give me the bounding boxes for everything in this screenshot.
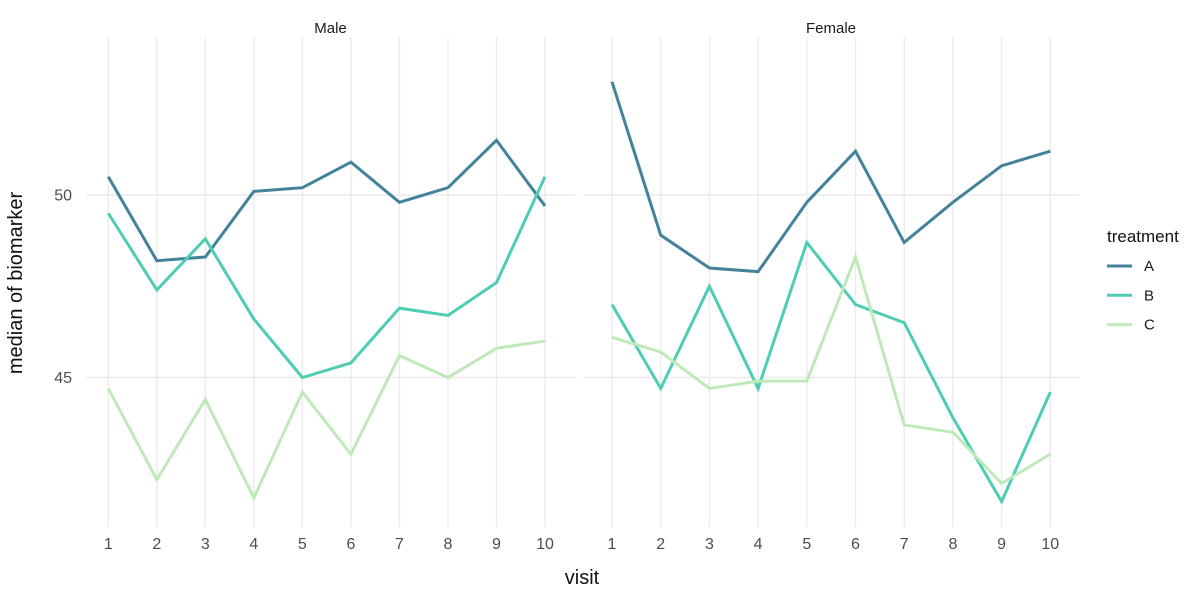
series-line-b: [610, 239, 1052, 505]
x-tick-label: 3: [705, 536, 714, 553]
series-line-a: [107, 137, 547, 263]
series-line-c: [106, 339, 546, 502]
y-tick-label: 45: [54, 370, 72, 387]
legend-label-c: C: [1144, 317, 1155, 334]
x-tick-label: 4: [754, 536, 763, 553]
x-axis-ticks-female: 1 2 3 4 5 6 7 8 9 10: [608, 536, 1060, 553]
panel-male: [86, 37, 575, 527]
series-line-b: [107, 176, 547, 380]
x-tick-label: 4: [249, 536, 258, 553]
facet-label-male: Male: [314, 20, 347, 37]
legend-label-b: B: [1144, 287, 1154, 304]
x-tick-label: 10: [536, 536, 554, 553]
y-tick-label: 50: [54, 188, 72, 205]
y-axis-ticks: 45 50: [54, 188, 72, 388]
panel-female: [583, 37, 1079, 527]
y-axis-title: median of biomarker: [5, 192, 27, 375]
x-tick-label: 1: [608, 536, 617, 553]
x-tick-label: 6: [346, 536, 355, 553]
x-axis-ticks-male: 1 2 3 4 5 6 7 8 9 10: [104, 536, 554, 553]
legend: treatment ABC: [1107, 227, 1179, 334]
legend-label-a: A: [1144, 258, 1154, 275]
x-tick-label: 2: [656, 536, 665, 553]
x-tick-label: 8: [948, 536, 957, 553]
x-tick-label: 7: [395, 536, 404, 553]
series-line-c: [611, 252, 1052, 486]
x-tick-label: 9: [492, 536, 501, 553]
x-tick-label: 5: [802, 536, 811, 553]
x-tick-label: 5: [298, 536, 307, 553]
facet-label-female: Female: [806, 20, 856, 37]
x-tick-label: 10: [1041, 536, 1059, 553]
x-tick-label: 1: [104, 536, 113, 553]
x-tick-label: 3: [201, 536, 210, 553]
x-tick-label: 8: [444, 536, 453, 553]
x-tick-label: 6: [851, 536, 860, 553]
x-tick-label: 2: [152, 536, 161, 553]
legend-title: treatment: [1107, 227, 1179, 246]
x-tick-label: 7: [900, 536, 909, 553]
x-tick-label: 9: [997, 536, 1006, 553]
series-line-a: [610, 81, 1051, 274]
legend-items: ABC: [1107, 258, 1155, 334]
x-axis-title: visit: [565, 567, 600, 589]
